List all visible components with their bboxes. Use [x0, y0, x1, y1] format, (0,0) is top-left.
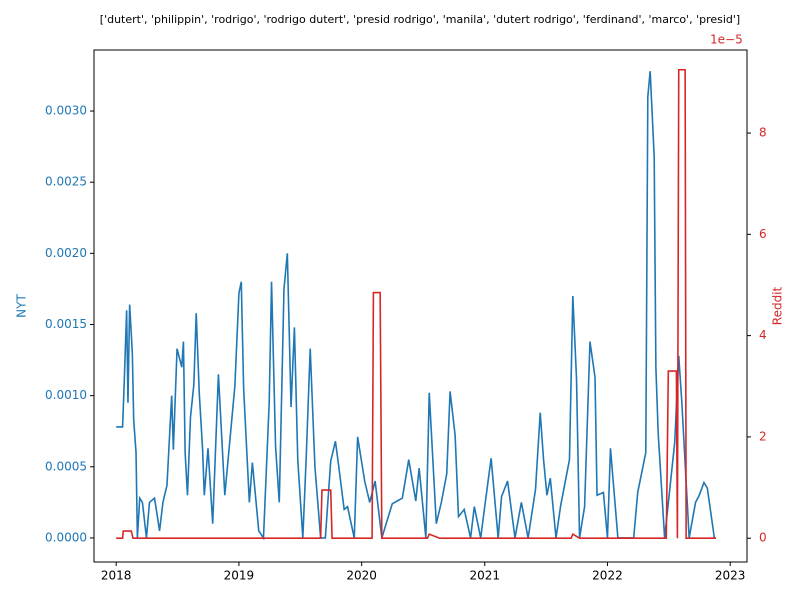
y-tick-label: 0.0030	[45, 104, 87, 118]
x-tick-label: 2022	[592, 569, 623, 583]
y2-tick-label: 8	[759, 126, 767, 140]
y2-axis-label: Reddit	[771, 286, 785, 325]
y2-offset-label: 1e−5	[710, 33, 743, 47]
y-tick-label: 0.0025	[45, 175, 87, 189]
x-tick-label: 2021	[469, 569, 500, 583]
x-tick-label: 2019	[224, 569, 255, 583]
x-tick-label: 2020	[346, 569, 377, 583]
series-line	[116, 71, 716, 541]
y2-tick-label: 6	[759, 227, 767, 241]
y2-tick-label: 0	[759, 531, 767, 545]
y-tick-label: 0.0015	[45, 317, 87, 331]
y2-tick-label: 2	[759, 429, 767, 443]
plot-frame	[93, 49, 748, 563]
chart-title: ['dutert', 'philippin', 'rodrigo', 'rodr…	[100, 13, 740, 26]
y-tick-label: 0.0000	[45, 530, 87, 544]
y2-tick-label: 4	[759, 328, 767, 342]
x-tick-label: 2018	[101, 569, 132, 583]
y-tick-label: 0.0010	[45, 388, 87, 402]
y-tick-label: 0.0020	[45, 246, 87, 260]
y-tick-label: 0.0005	[45, 459, 87, 473]
x-tick-label: 2023	[715, 569, 746, 583]
y-axis-label: NYT	[15, 294, 29, 318]
series-line	[116, 68, 717, 540]
